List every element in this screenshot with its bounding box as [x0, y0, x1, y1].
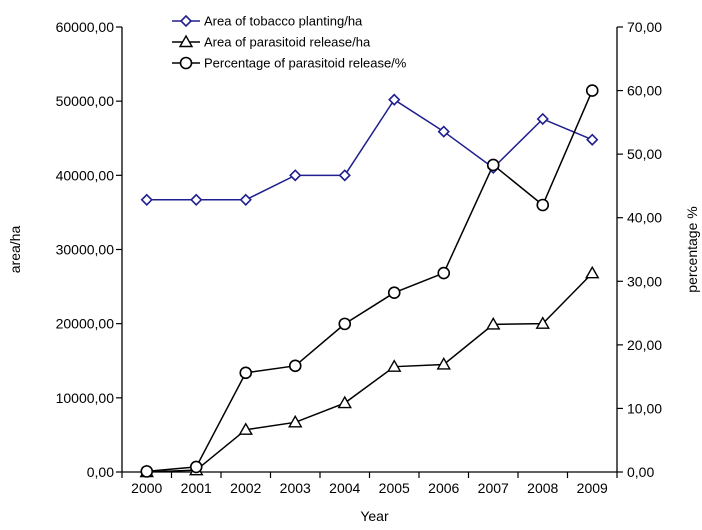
- y-tick-label: 0,00: [87, 464, 114, 480]
- y-tick-label: 40000,00: [56, 167, 115, 183]
- data-point-series-1: [437, 125, 450, 138]
- data-point-series-2: [387, 359, 402, 372]
- y2-tick-label: 70,00: [627, 19, 662, 35]
- data-point-series-1: [586, 133, 599, 146]
- y2-tick-label: 40,00: [627, 210, 662, 226]
- legend: Area of tobacco planting/ha Area of paras…: [172, 14, 407, 71]
- x-tick-label: 2002: [230, 480, 261, 496]
- data-point-series-3: [239, 366, 253, 380]
- x-tick-label: 2008: [527, 480, 558, 496]
- y2-tick-label: 0,00: [627, 464, 654, 480]
- data-point-series-1: [338, 169, 351, 182]
- y-tick-label: 10000,00: [56, 390, 115, 406]
- data-point-series-3: [288, 359, 302, 373]
- x-tick-label: 2004: [329, 480, 360, 496]
- legend-marker-circle: [179, 56, 193, 70]
- data-point-series-3: [140, 465, 154, 478]
- data-point-series-3: [585, 84, 599, 97]
- axes: [116, 26, 623, 478]
- y-tick-label: 60000,00: [56, 19, 115, 35]
- data-point-series-3: [189, 460, 203, 474]
- x-tick-label: 2006: [428, 480, 459, 496]
- data-point-series-2: [486, 316, 501, 330]
- data-point-series-2: [436, 357, 451, 370]
- y2-tick-label: 60,00: [627, 83, 662, 99]
- data-point-series-1: [536, 112, 549, 126]
- data-point-series-2: [585, 265, 600, 279]
- data-point-series-2: [288, 414, 303, 428]
- tick-labels: 0,0010000,0020000,0030000,0040000,005000…: [56, 19, 663, 496]
- y2-tick-label: 10,00: [627, 400, 662, 416]
- data-point-series-2: [535, 316, 550, 329]
- y-axis-title: area/ha: [7, 226, 23, 274]
- x-tick-label: 2003: [280, 480, 311, 496]
- data-point-series-1: [289, 169, 302, 182]
- data-point-series-1: [190, 193, 203, 206]
- data-point-series-1: [140, 193, 153, 206]
- x-tick-label: 2000: [131, 480, 162, 496]
- data-point-series-3: [536, 198, 550, 212]
- data-point-series-3: [486, 158, 500, 172]
- data-point-series-1: [388, 93, 401, 106]
- y2-axis-title: percentage %: [684, 206, 700, 292]
- series-line-1: [146, 98, 593, 201]
- series-lines: [146, 90, 593, 473]
- y-tick-label: 50000,00: [56, 93, 115, 109]
- data-point-series-3: [338, 317, 352, 331]
- legend-label: Area of parasitoid release/ha: [204, 35, 371, 50]
- x-axis-title: Year: [360, 508, 389, 524]
- y2-tick-label: 30,00: [627, 273, 662, 289]
- x-tick-label: 2001: [181, 480, 212, 496]
- y2-tick-label: 20,00: [627, 337, 662, 353]
- y2-tick-label: 50,00: [627, 146, 662, 162]
- data-point-series-2: [337, 395, 352, 409]
- series-line-2: [146, 272, 593, 473]
- x-tick-label: 2009: [577, 480, 608, 496]
- y-tick-label: 30000,00: [56, 242, 115, 258]
- x-tick-label: 2005: [379, 480, 410, 496]
- y-tick-label: 20000,00: [56, 316, 115, 332]
- x-tick-label: 2007: [478, 480, 509, 496]
- legend-marker-triangle: [178, 34, 194, 48]
- legend-label: Area of tobacco planting/ha: [204, 14, 363, 29]
- series-markers: [139, 84, 600, 478]
- legend-label: Percentage of parasitoid release/%: [204, 56, 407, 71]
- data-point-series-3: [437, 266, 451, 280]
- data-point-series-1: [239, 193, 252, 206]
- data-point-series-2: [238, 422, 253, 435]
- legend-marker-diamond: [179, 14, 193, 28]
- series-line-3: [146, 90, 593, 473]
- data-point-series-3: [387, 286, 401, 300]
